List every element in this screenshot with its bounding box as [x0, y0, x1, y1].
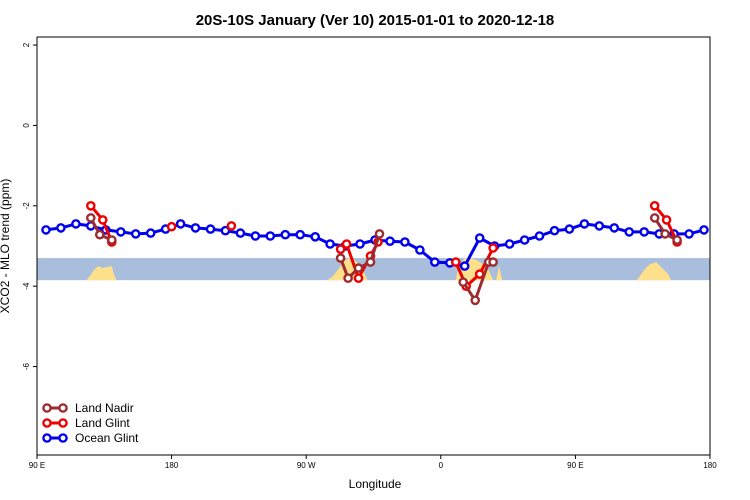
- series-land-glint: [86, 200, 682, 292]
- ocean-glint-point: [699, 225, 709, 235]
- land-glint-point: [335, 244, 346, 254]
- ocean-glint-point: [265, 231, 276, 241]
- legend-swatch-point: [42, 433, 52, 443]
- land-nadir-point: [672, 235, 682, 245]
- land-nadir-point: [660, 229, 670, 239]
- land-nadir-point: [365, 257, 376, 267]
- y-axis: 2 0 -2 -4 -6: [22, 42, 37, 370]
- series-land-nadir: [86, 213, 682, 306]
- x-tick-label: 90 E: [29, 461, 45, 470]
- land-glint-point: [341, 239, 352, 249]
- y-tick-label: -6: [22, 362, 31, 370]
- land-glint-point: [488, 243, 498, 253]
- ocean-glint-point: [684, 229, 694, 239]
- ocean-glint-point: [564, 224, 575, 234]
- ocean-glint-point: [71, 219, 81, 229]
- legend-label: Ocean Glint: [75, 431, 139, 445]
- ocean-glint-point: [385, 236, 395, 246]
- ocean-glint-point: [415, 245, 425, 255]
- ocean-glint-point: [190, 223, 201, 233]
- ocean-glint-point: [549, 225, 560, 236]
- legend-swatch-point: [42, 418, 52, 428]
- legend-swatch-point: [58, 433, 68, 443]
- ocean-glint-point: [56, 223, 66, 233]
- land-glint-point: [98, 215, 108, 225]
- ocean-glint-point: [534, 231, 545, 241]
- ocean-glint-point: [295, 229, 306, 240]
- legend-swatch-point: [42, 403, 52, 413]
- land-nadir-point: [488, 257, 498, 267]
- x-tick-label: 180: [703, 461, 717, 470]
- land-mass-4: [636, 262, 672, 281]
- ocean-glint-point: [624, 227, 635, 237]
- ocean-glint-point: [639, 227, 650, 237]
- y-tick-label: 0: [22, 123, 31, 128]
- land-nadir-point: [107, 235, 117, 245]
- ocean-glint-point: [474, 233, 485, 243]
- ocean-glint-point: [280, 229, 291, 240]
- land-nadir-point: [86, 213, 96, 223]
- ocean-glint-point: [250, 231, 261, 241]
- ocean-band: [37, 258, 710, 281]
- ocean-glint-point: [325, 239, 335, 249]
- land-glint-point: [86, 200, 96, 211]
- x-axis: 90 E 180 90 W 0 90 E 180: [29, 455, 717, 470]
- land-glint-point: [353, 273, 364, 284]
- x-tick-label: 90 E: [567, 461, 583, 470]
- y-tick-label: -4: [22, 282, 31, 290]
- ocean-glint-point: [609, 223, 620, 233]
- land-glint-point: [661, 215, 672, 225]
- x-axis-label: Longitude: [349, 477, 402, 491]
- land-nadir-point: [353, 263, 364, 273]
- legend-item-ocean-glint: Ocean Glint: [42, 431, 139, 445]
- land-nadir-point: [335, 253, 346, 263]
- legend-item-land-nadir: Land Nadir: [42, 401, 134, 415]
- ocean-glint-point: [205, 224, 216, 234]
- ocean-glint-point: [175, 219, 186, 229]
- ocean-glint-point: [579, 219, 590, 229]
- ocean-glint-point: [594, 221, 605, 231]
- land-mass-0: [86, 266, 117, 281]
- ocean-glint-point: [41, 225, 51, 235]
- x-tick-label: 90 W: [297, 461, 316, 470]
- land-glint-point: [649, 200, 660, 211]
- ocean-glint-point: [310, 231, 321, 242]
- land-nadir-point: [470, 295, 481, 306]
- land-nadir-point: [374, 229, 385, 239]
- land-glint-point: [450, 257, 461, 267]
- ocean-glint-point: [429, 257, 440, 267]
- x-tick-label: 180: [165, 461, 179, 470]
- legend-swatch-point: [58, 403, 68, 413]
- legend-swatch-point: [58, 418, 68, 428]
- ocean-glint-point: [116, 227, 126, 237]
- ocean-glint-point: [220, 225, 231, 236]
- ocean-glint-point: [355, 239, 365, 249]
- ocean-glint-point: [235, 228, 246, 238]
- chart-title: 20S-10S January (Ver 10) 2015-01-01 to 2…: [196, 12, 555, 29]
- land-glint-point: [166, 221, 177, 232]
- land-nadir-point: [458, 277, 469, 288]
- legend-item-land-glint: Land Glint: [42, 416, 130, 430]
- y-tick-label: 2: [22, 42, 31, 47]
- land-nadir-point: [649, 213, 660, 223]
- legend-label: Land Glint: [75, 416, 130, 430]
- land-glint-point: [226, 221, 237, 231]
- x-tick-label: 0: [439, 461, 444, 470]
- land-nadir-point: [95, 229, 105, 240]
- ocean-glint-point: [400, 237, 410, 247]
- land-mass-3: [496, 266, 503, 281]
- ocean-glint-point: [459, 261, 470, 271]
- ocean-glint-point: [145, 228, 156, 238]
- ocean-glint-point: [504, 239, 515, 249]
- ocean-glint-point: [519, 235, 530, 245]
- y-tick-label: -2: [22, 202, 31, 210]
- plot-frame: [36, 36, 711, 456]
- land-nadir-point: [343, 273, 353, 284]
- y-axis-label: XCO2 - MLO trend (ppm): [0, 179, 12, 314]
- ocean-glint-point: [130, 229, 141, 239]
- legend-label: Land Nadir: [75, 401, 134, 415]
- series-layer: [41, 200, 709, 306]
